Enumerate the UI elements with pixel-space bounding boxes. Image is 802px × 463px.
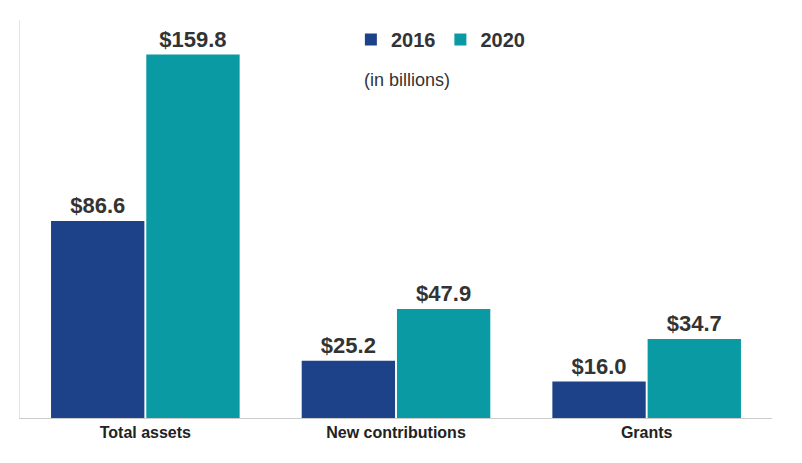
svg-text:(in billions): (in billions) xyxy=(364,70,450,90)
svg-text:New contributions: New contributions xyxy=(326,424,466,441)
svg-text:$16.0: $16.0 xyxy=(572,354,627,379)
svg-text:2020: 2020 xyxy=(480,29,525,51)
svg-text:Grants: Grants xyxy=(621,424,673,441)
svg-text:2016: 2016 xyxy=(391,29,436,51)
svg-text:$25.2: $25.2 xyxy=(321,333,376,358)
svg-text:$34.7: $34.7 xyxy=(667,311,722,336)
svg-text:$86.6: $86.6 xyxy=(70,193,125,218)
svg-text:Total assets: Total assets xyxy=(100,424,191,441)
svg-text:$159.8: $159.8 xyxy=(159,27,226,52)
svg-text:$47.9: $47.9 xyxy=(416,281,471,306)
